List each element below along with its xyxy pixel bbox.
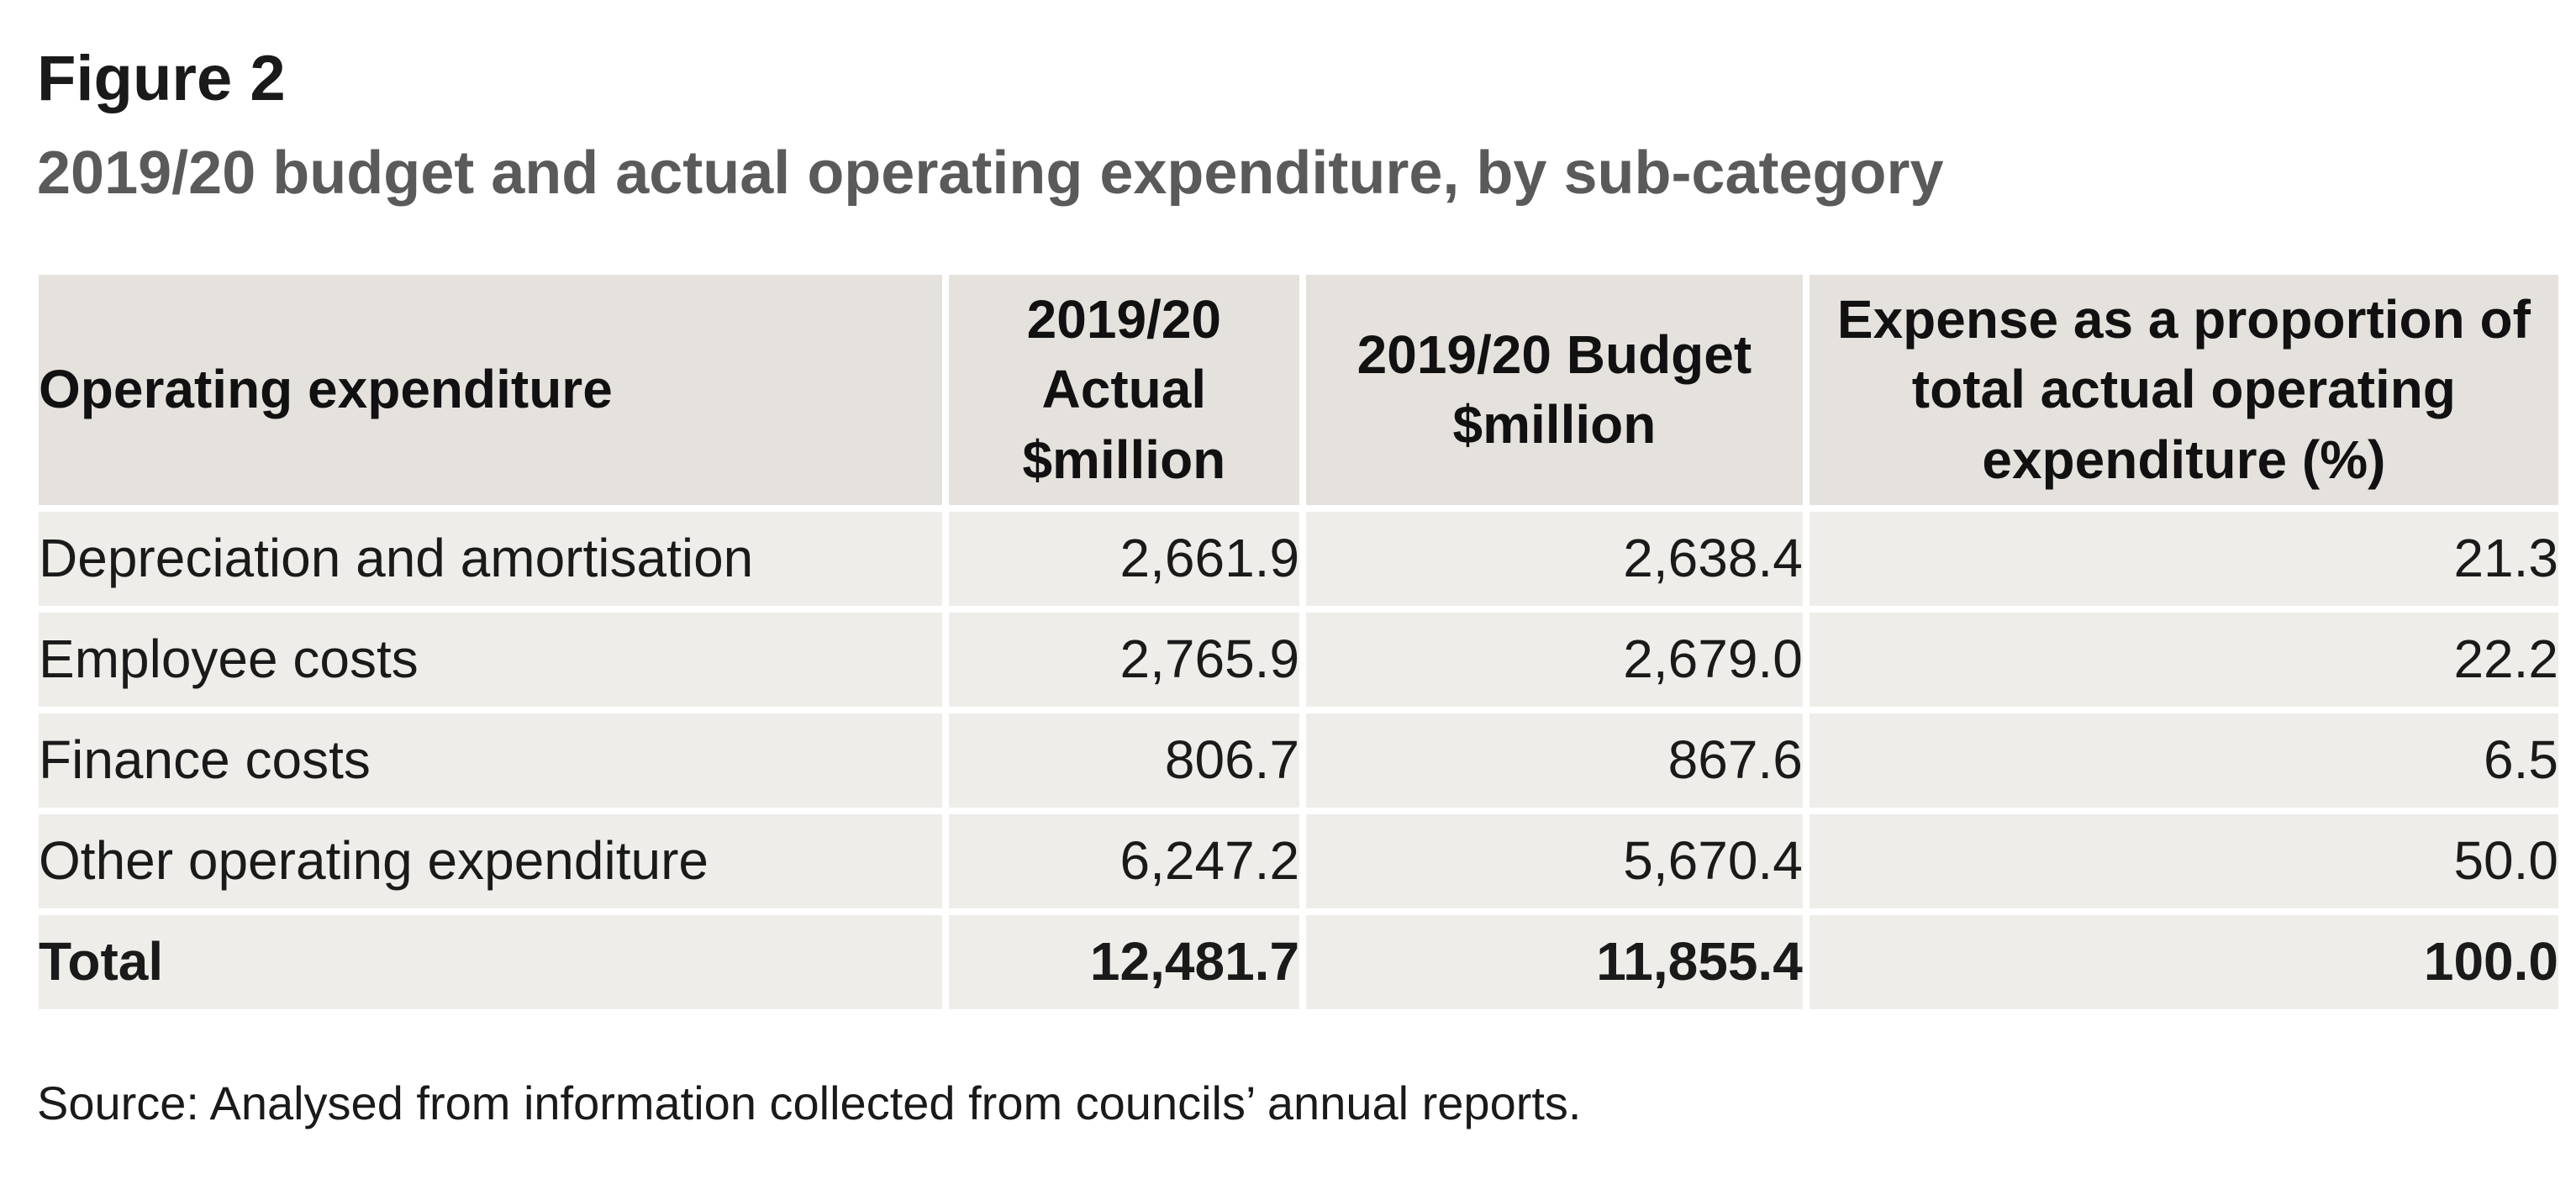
total-budget: 11,855.4 <box>1306 915 1803 1009</box>
figure-title: 2019/20 budget and actual operating expe… <box>37 139 1944 207</box>
proportion-value: 6.5 <box>1809 713 2558 808</box>
row-label: Finance costs <box>39 713 942 808</box>
proportion-value: 21.3 <box>1809 512 2558 606</box>
row-label: Employee costs <box>39 613 942 707</box>
total-proportion: 100.0 <box>1809 915 2558 1009</box>
row-label: Other operating expenditure <box>39 814 942 908</box>
table-header-row: Operating expenditure 2019/20 Actual $mi… <box>39 275 2558 505</box>
table-row: Finance costs 806.7 867.6 6.5 <box>39 713 2558 808</box>
total-actual: 12,481.7 <box>948 915 1300 1009</box>
actual-value: 2,661.9 <box>948 512 1300 606</box>
proportion-value: 22.2 <box>1809 613 2558 707</box>
expenditure-table: Operating expenditure 2019/20 Actual $mi… <box>32 268 2565 1016</box>
budget-value: 867.6 <box>1306 713 1803 808</box>
header-operating-expenditure: Operating expenditure <box>39 275 942 505</box>
figure-label: Figure 2 <box>37 43 286 114</box>
budget-value: 5,670.4 <box>1306 814 1803 908</box>
budget-value: 2,679.0 <box>1306 613 1803 707</box>
table-row: Other operating expenditure 6,247.2 5,67… <box>39 814 2558 908</box>
header-proportion: Expense as a proportion of total actual … <box>1809 275 2558 505</box>
actual-value: 6,247.2 <box>948 814 1300 908</box>
proportion-value: 50.0 <box>1809 814 2558 908</box>
header-actual: 2019/20 Actual $million <box>948 275 1300 505</box>
total-row: Total 12,481.7 11,855.4 100.0 <box>39 915 2558 1009</box>
table-row: Depreciation and amortisation 2,661.9 2,… <box>39 512 2558 606</box>
source-note: Source: Analysed from information collec… <box>37 1076 1582 1129</box>
actual-value: 806.7 <box>948 713 1300 808</box>
total-label: Total <box>39 915 942 1009</box>
table-row: Employee costs 2,765.9 2,679.0 22.2 <box>39 613 2558 707</box>
actual-value: 2,765.9 <box>948 613 1300 707</box>
budget-value: 2,638.4 <box>1306 512 1803 606</box>
header-budget: 2019/20 Budget $million <box>1306 275 1803 505</box>
row-label: Depreciation and amortisation <box>39 512 942 606</box>
